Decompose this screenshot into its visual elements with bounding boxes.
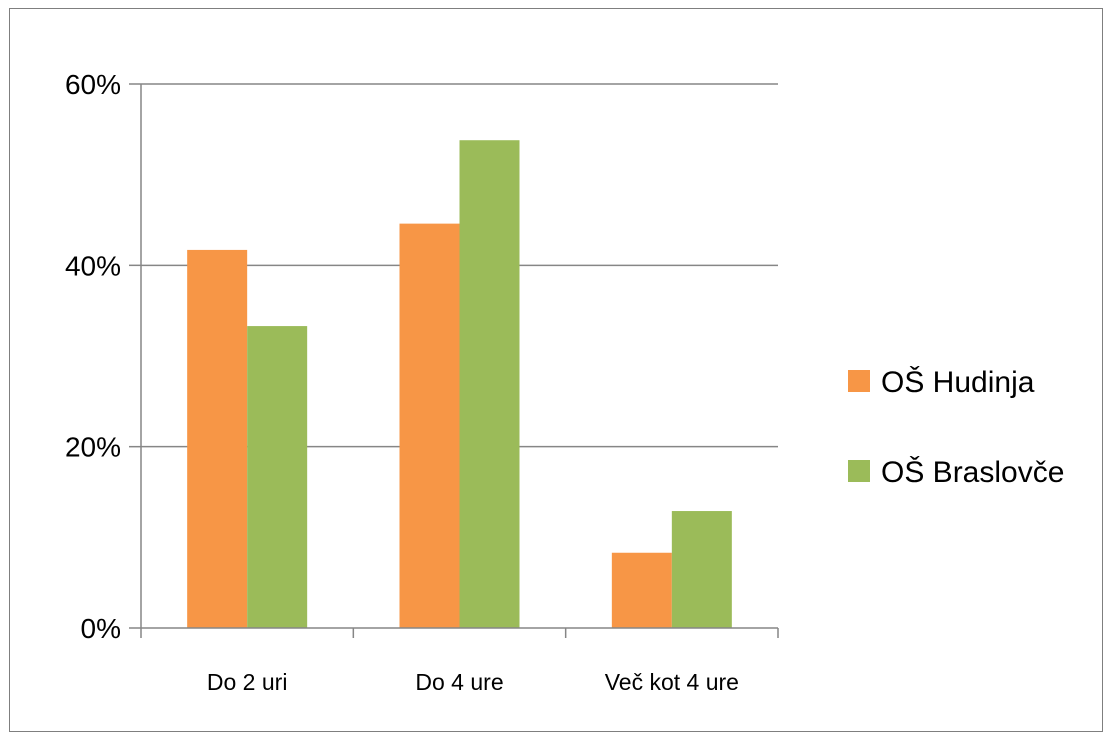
y-tick-label: 20% [65,432,121,463]
legend-swatch [848,460,870,482]
bar-braslovce [671,511,732,628]
bar-hudinja [611,552,672,628]
y-axis-tick-labels: 0% 20% 40% 60% [65,69,121,644]
axes [129,83,779,638]
bars [187,140,732,629]
x-axis-category-labels: Do 2 uri Do 4 ure Več kot 4 ure [207,669,739,695]
bar-hudinja [399,223,460,629]
bar-braslovce [459,140,520,629]
y-tick-label: 40% [65,250,121,281]
x-category-label: Do 4 ure [415,669,503,695]
legend: OŠ Hudinja OŠ Braslovče [848,365,1064,489]
x-category-label: Več kot 4 ure [605,669,739,695]
legend-label: OŠ Hudinja [881,365,1035,399]
y-tick-label: 60% [65,69,121,100]
bar-braslovce [247,326,308,628]
legend-label: OŠ Braslovče [881,455,1064,489]
legend-swatch [848,370,870,392]
x-category-label: Do 2 uri [207,669,288,695]
bar-hudinja [187,249,248,629]
y-tick-label: 0% [81,613,121,644]
